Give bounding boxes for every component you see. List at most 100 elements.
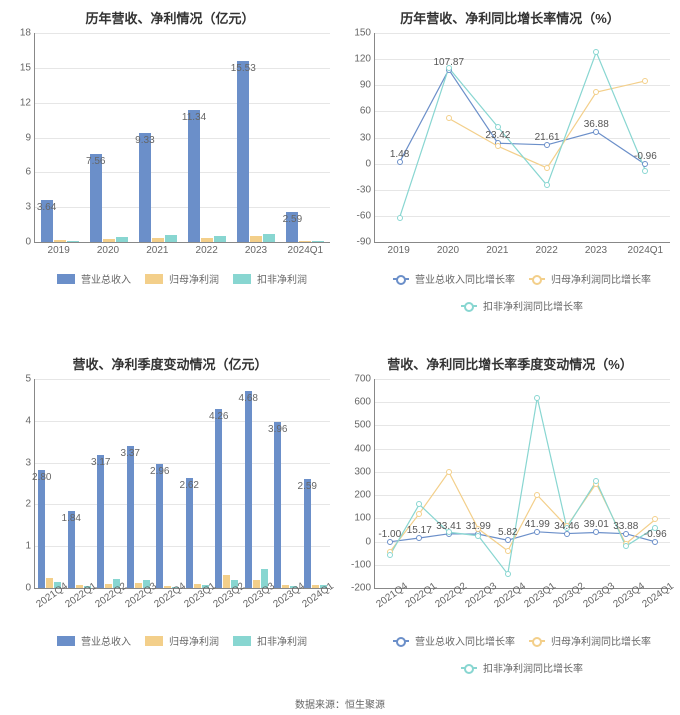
legend-label: 归母净利润 (169, 633, 219, 648)
legend-label: 营业总收入同比增长率 (415, 633, 515, 648)
x-label: 2023 (585, 245, 607, 256)
bar-group: 3.96 (274, 422, 297, 588)
plot-area: -200-1000100200300400500600700-1.0015.17… (374, 379, 670, 589)
panel-quarter-line: 营收、净利同比增长率季度变动情况（%） -200-100010020030040… (340, 346, 680, 692)
point-label: -0.96 (634, 151, 657, 162)
series-marker (505, 548, 511, 554)
point-label: 5.82 (498, 527, 517, 538)
legend-label: 营业总收入同比增长率 (415, 271, 515, 286)
bar: 2.59 (304, 479, 311, 588)
legend-item: 归母净利润 (145, 633, 219, 648)
legend-item: 扣非净利润同比增长率 (461, 660, 583, 675)
bar (250, 236, 262, 242)
bar-value-label: 15.53 (231, 63, 256, 74)
point-label: 33.88 (613, 520, 638, 531)
series-marker (623, 543, 629, 549)
legend-item: 扣非净利润 (233, 271, 307, 286)
legend-swatch (529, 640, 545, 642)
x-label: 2024Q1 (628, 245, 664, 256)
series-marker (446, 115, 452, 121)
x-label: 2021 (146, 245, 168, 256)
series-marker (416, 501, 422, 507)
series-line (449, 81, 646, 168)
y-tick: 4 (25, 415, 35, 426)
bar-value-label: 2.62 (180, 480, 199, 491)
point-label: 36.88 (584, 118, 609, 129)
series-marker (505, 537, 511, 543)
series-marker (652, 539, 658, 545)
bar-group: 15.53 (237, 61, 275, 242)
bar: 3.37 (127, 446, 134, 588)
point-label: 31.99 (466, 521, 491, 532)
plot-area: 0123452.801.843.173.372.962.624.264.683.… (34, 379, 330, 589)
bar-group: 2.96 (156, 464, 179, 588)
bar (263, 234, 275, 242)
bar-value-label: 3.37 (121, 448, 140, 459)
legend-label: 扣非净利润 (257, 271, 307, 286)
y-tick: 12 (20, 97, 35, 108)
series-marker (397, 215, 403, 221)
bar-value-label: 2.80 (32, 472, 51, 483)
series-line (400, 70, 646, 165)
line-svg (375, 379, 670, 588)
series-marker (564, 531, 570, 537)
series-marker (623, 531, 629, 537)
x-label: 2021 (486, 245, 508, 256)
bar-value-label: 3.64 (37, 202, 56, 213)
point-label: -1.00 (378, 529, 401, 540)
series-marker (593, 49, 599, 55)
series-marker (593, 529, 599, 535)
series-marker (446, 469, 452, 475)
bar: 4.26 (215, 409, 222, 588)
y-tick: 200 (354, 490, 375, 501)
bar-group: 9.33 (139, 133, 177, 242)
y-tick: 0 (365, 158, 375, 169)
y-tick: 9 (25, 132, 35, 143)
legend-label: 归母净利润 (169, 271, 219, 286)
y-tick: 150 (354, 28, 375, 39)
legend-swatch (145, 274, 163, 284)
legend-swatch (461, 667, 477, 669)
bar (103, 239, 115, 243)
bar-value-label: 2.59 (298, 481, 317, 492)
chart4-body: -200-1000100200300400500600700-1.0015.17… (374, 379, 670, 675)
point-label: 41.99 (525, 519, 550, 530)
chart2-body: -90-60-3003060901201501.48107.8723.4221.… (374, 33, 670, 313)
bar: 11.34 (188, 110, 200, 242)
x-label: 2023 (245, 245, 267, 256)
series-marker (416, 511, 422, 517)
legend-label: 扣非净利润 (257, 633, 307, 648)
y-tick: 120 (354, 54, 375, 65)
series-marker (416, 535, 422, 541)
legend: 营业总收入同比增长率归母净利润同比增长率扣非净利润同比增长率 (374, 633, 670, 675)
bar (67, 241, 79, 242)
chart-grid: 历年营收、净利情况（亿元） 03691215183.647.569.3311.3… (0, 0, 680, 692)
legend: 营业总收入归母净利润扣非净利润 (34, 271, 330, 286)
bar (135, 583, 142, 588)
legend-swatch (529, 278, 545, 280)
legend-item: 扣非净利润 (233, 633, 307, 648)
y-tick: 700 (354, 374, 375, 385)
legend-item: 营业总收入同比增长率 (393, 271, 515, 286)
legend: 营业总收入同比增长率归母净利润同比增长率扣非净利润同比增长率 (374, 271, 670, 313)
series-marker (593, 89, 599, 95)
bar-value-label: 3.17 (91, 457, 110, 468)
y-tick: 600 (354, 397, 375, 408)
legend-swatch (145, 636, 163, 646)
point-label: 23.42 (485, 130, 510, 141)
y-tick: 30 (360, 132, 375, 143)
panel-quarter-bar: 营收、净利季度变动情况（亿元） 0123452.801.843.173.372.… (0, 346, 340, 692)
legend-swatch (461, 305, 477, 307)
chart4-title: 营收、净利同比增长率季度变动情况（%） (342, 354, 678, 373)
y-tick: 500 (354, 420, 375, 431)
x-label: 2019 (48, 245, 70, 256)
bar-group: 2.62 (186, 478, 209, 588)
y-tick: 400 (354, 443, 375, 454)
bar: 3.17 (97, 455, 104, 588)
bar-value-label: 2.96 (150, 466, 169, 477)
point-label: 15.17 (407, 525, 432, 536)
y-tick: -30 (357, 184, 375, 195)
bar: 3.96 (274, 422, 281, 588)
series-line (390, 472, 656, 552)
panel-annual-bar: 历年营收、净利情况（亿元） 03691215183.647.569.3311.3… (0, 0, 340, 346)
